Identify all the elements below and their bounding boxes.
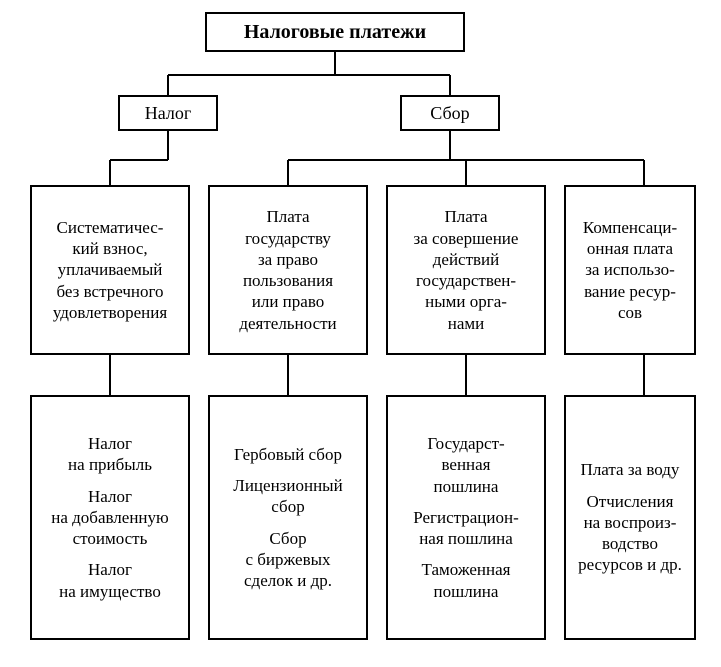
col3-items: Плата за воду Отчисленияна воспроиз-водс… <box>564 395 696 640</box>
col1-desc: Платагосударствуза правопользованияили п… <box>208 185 368 355</box>
col3-desc-text: Компенсаци-онная платаза использо-вание … <box>583 217 677 323</box>
col3-item-0: Плата за воду <box>581 459 680 480</box>
col1-items: Гербовый сбор Лицензионныйсбор Сборс бир… <box>208 395 368 640</box>
col3-desc: Компенсаци-онная платаза использо-вание … <box>564 185 696 355</box>
col1-desc-text: Платагосударствуза правопользованияили п… <box>239 206 336 334</box>
col2-items: Государст-веннаяпошлина Регистрацион-ная… <box>386 395 546 640</box>
diagram-canvas: Налоговые платежи Налог Сбор Систематиче… <box>0 0 721 667</box>
col1-item-2: Сборс биржевыхсделок и др. <box>244 528 332 592</box>
node-tax-label: Налог <box>145 102 192 125</box>
col2-desc-text: Платаза совершениедействийгосударствен-н… <box>414 206 519 334</box>
root-label: Налоговые платежи <box>244 20 426 45</box>
col2-item-1: Регистрацион-ная пошлина <box>413 507 519 550</box>
col2-item-0: Государст-веннаяпошлина <box>427 433 504 497</box>
node-levy-label: Сбор <box>430 102 469 125</box>
col2-desc: Платаза совершениедействийгосударствен-н… <box>386 185 546 355</box>
node-levy: Сбор <box>400 95 500 131</box>
col0-item-0: Налогна прибыль <box>68 433 152 476</box>
node-tax: Налог <box>118 95 218 131</box>
root-node: Налоговые платежи <box>205 12 465 52</box>
col1-item-0: Гербовый сбор <box>234 444 342 465</box>
col0-item-2: Налогна имущество <box>59 559 161 602</box>
col0-desc: Систематичес-кий взнос,уплачиваемыйбез в… <box>30 185 190 355</box>
col3-item-1: Отчисленияна воспроиз-водстворесурсов и … <box>578 491 682 576</box>
col0-desc-text: Систематичес-кий взнос,уплачиваемыйбез в… <box>53 217 167 323</box>
col2-item-2: Таможеннаяпошлина <box>422 559 511 602</box>
col0-items: Налогна прибыль Налогна добавленнуюстоим… <box>30 395 190 640</box>
col0-item-1: Налогна добавленнуюстоимость <box>51 486 168 550</box>
col1-item-1: Лицензионныйсбор <box>233 475 342 518</box>
